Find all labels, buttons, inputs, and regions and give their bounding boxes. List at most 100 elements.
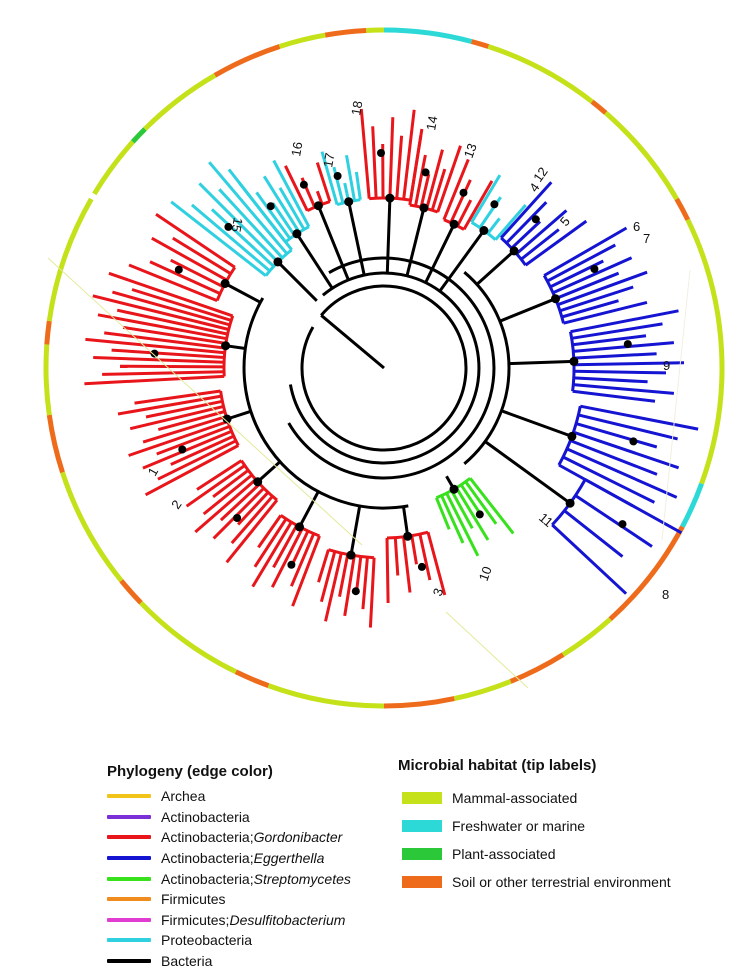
tree-stem [225, 284, 260, 303]
tree-tip-branch [390, 117, 393, 198]
legend-label: Mammal-associated [452, 790, 577, 806]
tree-tip-branch [575, 496, 652, 547]
habitat-ring-segment [236, 672, 269, 686]
legend-label: Archea [161, 788, 205, 804]
tree-tip-branch [472, 175, 500, 222]
habitat-ring-segment [325, 31, 366, 36]
node-marker [377, 149, 385, 157]
phylogeny-legend-item: Archea [107, 786, 351, 807]
clade-label: 9 [663, 358, 670, 373]
clade-label: 8 [662, 587, 669, 602]
long-branch-line [48, 258, 362, 545]
tree-tip-branch [428, 532, 445, 595]
legend-label: Actinobacteria; [161, 850, 254, 866]
legend-label-genus: Streptomycetes [254, 871, 351, 887]
legend-label: Actinobacteria; [161, 871, 254, 887]
legend-swatch [107, 959, 151, 963]
tree-tip-branch [420, 534, 430, 580]
tree-backbone-arc [289, 258, 494, 478]
tree-stem [485, 442, 570, 504]
legend-label: Soil or other terrestrial environment [452, 874, 671, 890]
tree-tip-branch [436, 498, 449, 530]
habitat-ring-segment [141, 603, 236, 672]
node-marker [476, 510, 484, 518]
phylogeny-legend-item: Actinobacteria; Eggerthella [107, 848, 351, 869]
habitat-ring-segment [592, 102, 606, 113]
habitat-ring-segment [268, 686, 384, 706]
tree-tip-branch [404, 537, 411, 593]
habitat-ring-segment [606, 113, 677, 199]
tree-tip-branch [574, 354, 657, 358]
tree-tip-branch [253, 522, 292, 586]
habitat-ring-segment [682, 484, 701, 527]
habitat-ring-segment [47, 321, 50, 344]
tree-tip-branch [395, 538, 398, 576]
tree-tip-branch [326, 553, 342, 621]
legend-label: Actinobacteria [161, 809, 250, 825]
tree-tip-branch [102, 372, 224, 375]
tree-tip-branch [576, 424, 657, 447]
phylogeny-legend-item: Firmicutes [107, 889, 351, 910]
node-marker [490, 200, 498, 208]
tree-stem [258, 462, 280, 482]
clade-label: 15 [229, 216, 246, 233]
habitat-ring-segment [49, 415, 62, 472]
tree-tip-branch [573, 391, 655, 401]
clade-label: 13 [461, 141, 480, 160]
legend-swatch [402, 848, 442, 860]
habitat-ring-segment [610, 527, 682, 620]
legend-swatch [107, 877, 151, 881]
node-marker [619, 520, 627, 528]
tree-tip-branch [578, 415, 677, 439]
tree-tip-branch [574, 371, 666, 373]
tree-tip-branch [363, 557, 368, 609]
legend-swatch [107, 938, 151, 942]
legend-swatch [402, 820, 442, 832]
habitat-ring-segment [384, 699, 454, 706]
habitat-ring-segment [366, 30, 384, 31]
habitat-ring-segment [472, 42, 489, 47]
legend-label: Firmicutes [161, 891, 226, 907]
tree-stem [278, 262, 317, 301]
habitat-ring-segment [94, 142, 133, 194]
legend-label-genus: Gordonibacter [254, 829, 343, 845]
tree-tip-branch [356, 172, 360, 200]
tree-tip-branch [357, 557, 361, 591]
habitat-ring-segment [384, 30, 472, 42]
legend-label: Plant-associated [452, 846, 556, 862]
tree-tip-branch [412, 536, 417, 565]
node-marker [629, 437, 637, 445]
legend-label: Proteobacteria [161, 932, 252, 948]
tree-stem [227, 411, 251, 419]
habitat-ring-segment [215, 47, 280, 76]
tree-branches [48, 109, 698, 688]
node-marker [151, 350, 159, 358]
tree-tip-branch [221, 484, 260, 520]
habitat-ring-segment [49, 199, 91, 321]
habitat-ring-segment [488, 47, 592, 102]
tree-tip-branch [274, 161, 309, 227]
phylogeny-legend-item: Actinobacteria; Gordonibacter [107, 827, 351, 848]
tree-backbone-arc [290, 273, 479, 463]
habitat-ring-segment [133, 129, 145, 142]
habitat-legend-item: Mammal-associated [402, 784, 671, 812]
tree-stem [387, 198, 390, 273]
phylogeny-legend-item: Bacteria [107, 951, 351, 971]
tree-tip-branch [574, 378, 648, 382]
habitat-ring-segment [563, 619, 610, 654]
tree-tip-branch [488, 218, 500, 233]
clade-label: 6 [633, 219, 640, 234]
long-branch-line [446, 612, 528, 688]
tree-tip-branch [397, 136, 402, 199]
phylogeny-legend-item: Firmicutes; Desulfitobacterium [107, 910, 351, 931]
phylogeny-legend-item: Proteobacteria [107, 930, 351, 951]
tree-tip-branch [120, 366, 224, 367]
tree-tip-branch [567, 449, 677, 498]
node-marker [624, 340, 632, 348]
habitat-ring-segment [454, 681, 510, 698]
node-marker [418, 563, 426, 571]
tree-tip-branch [451, 180, 471, 223]
legend-swatch [402, 792, 442, 804]
clade-label: 5 [557, 214, 573, 229]
legend-swatch [107, 835, 151, 839]
